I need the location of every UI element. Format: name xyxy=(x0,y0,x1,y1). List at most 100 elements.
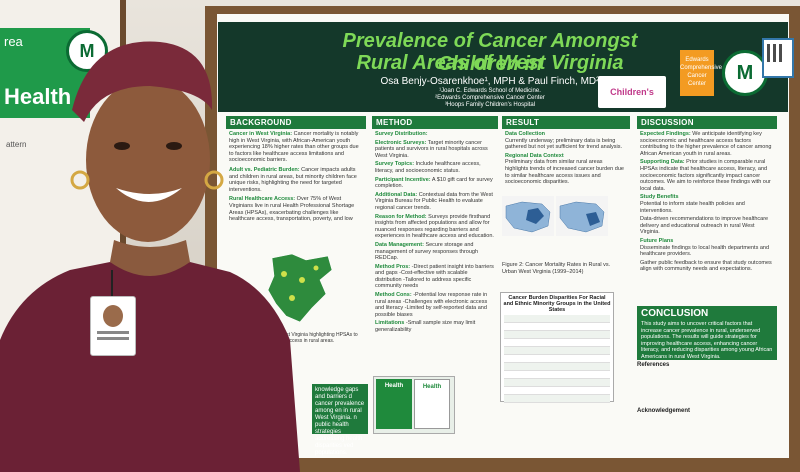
disc-text-3: Data-driven recommendations to improve h… xyxy=(640,216,769,236)
table-row xyxy=(504,331,610,339)
disc-lead-1: Supporting Data: xyxy=(640,159,685,166)
table-row xyxy=(504,315,610,323)
acknowledgement-heading: Acknowledgement xyxy=(637,408,691,414)
method-text-2: Include healthcare access, literacy, and… xyxy=(375,161,481,174)
presenter-eye-right xyxy=(166,142,182,150)
disc-text-4: Disseminate findings to local health dep… xyxy=(640,244,770,258)
method-text-3: A $10 gift card for survey completion. xyxy=(375,176,493,190)
health-image-b: Health xyxy=(414,379,450,429)
earring-left xyxy=(70,170,90,190)
health-image-a: Health xyxy=(376,379,412,429)
figure-caption: Figure 2: Cancer Mortality Rates in Rura… xyxy=(502,262,611,275)
result-lead-0: Data Collection xyxy=(505,131,546,137)
presenter-photo xyxy=(0,41,300,472)
affiliation-3: ³Hoops Family Children's Hospital xyxy=(444,102,536,108)
conclusion-text: This study aims to uncover critical fact… xyxy=(641,321,773,360)
background-heading: BACKGROUND xyxy=(226,116,366,129)
method-lead-7: Method Pros: xyxy=(375,263,411,270)
poster-title-line-2: Rural Areas of West Virginia xyxy=(356,52,624,74)
hpsa-marker xyxy=(289,295,295,301)
table-row xyxy=(504,347,610,355)
us-map-region xyxy=(526,208,544,224)
disc-text-2: Potential to inform state health policie… xyxy=(640,200,745,214)
us-map-region xyxy=(586,212,600,226)
method-text-1: Target minority cancer patients and surv… xyxy=(375,139,488,159)
left-poster-text: rea xyxy=(4,34,23,49)
discussion-heading: DISCUSSION xyxy=(637,116,777,129)
bg-text-3: Over 75% of West Virginians live in rura… xyxy=(229,196,355,223)
table-rows xyxy=(501,315,613,403)
badge-title-line xyxy=(97,337,129,340)
method-text-5: Surveys provide firsthand insights from … xyxy=(375,213,494,240)
method-lead-8: Method Cons: xyxy=(375,292,412,299)
method-lead-4: Additional Data: xyxy=(375,191,418,198)
table-row xyxy=(504,363,610,371)
table-row xyxy=(504,395,610,403)
method-text-6: Secure storage and management of survey … xyxy=(375,241,479,262)
bg-text-1: Cancer mortality is notably high in West… xyxy=(229,131,359,164)
disc-lead-2: Study Benefits xyxy=(640,194,679,201)
presenter-neck xyxy=(110,240,190,276)
table-row xyxy=(504,379,610,387)
disc-text-5: Gather public feedback to ensure that st… xyxy=(640,259,772,273)
hoops-childrens-logo: Children's xyxy=(598,76,666,108)
presenter-headwrap xyxy=(72,41,213,122)
urban-cancer-map xyxy=(556,196,608,236)
health-images: Health Health xyxy=(373,376,455,434)
earring-right xyxy=(204,170,224,190)
method-lead-1: Electronic Surveys: xyxy=(375,139,427,146)
presenter-dress xyxy=(0,262,300,472)
id-badge xyxy=(90,296,136,356)
bg-lead-3: Rural Healthcare Access: xyxy=(229,196,296,203)
poster-affiliations: ¹Joan C. Edwards School of Medicine. ²Ed… xyxy=(300,88,680,109)
method-section: METHOD Survey Distribution: Electronic S… xyxy=(372,116,498,336)
method-lead-9: Limitations xyxy=(375,320,405,327)
bg-lead-2: Adult vs. Pediatric Burden: xyxy=(229,166,300,173)
method-text-4: Contextual data from the West Virginia B… xyxy=(375,191,493,211)
presenter-smile xyxy=(116,188,182,202)
method-body: Survey Distribution: Electronic Surveys:… xyxy=(372,129,498,336)
disparities-table: Cancer Burden Disparities For Racial and… xyxy=(500,292,614,403)
disc-text-1: Prior studies in comparable rural HPSAs … xyxy=(640,159,771,192)
left-poster-big-text: Health xyxy=(4,84,72,109)
result-section: RESULT Data Collection Currently underway… xyxy=(502,116,630,188)
method-lead-2: Survey Topics: xyxy=(375,161,415,168)
left-poster-caption: attern xyxy=(6,140,27,149)
method-lead-6: Data Management: xyxy=(375,241,424,248)
presenter-eye-left xyxy=(114,142,130,150)
presenter-face xyxy=(86,78,210,242)
qr-code-pattern xyxy=(767,44,785,62)
disc-lead-0: Expected Findings: xyxy=(640,131,691,137)
table-row xyxy=(504,323,610,331)
table-row xyxy=(504,355,610,363)
rural-cancer-map xyxy=(502,196,554,236)
result-heading: RESULT xyxy=(502,116,630,129)
background-body: Cancer in West Virginia: Cancer mortalit… xyxy=(226,129,366,225)
poster-authors: Osa Benjy-Osarenkhoe¹, MPH & Paul Finch,… xyxy=(380,76,600,87)
poster-title-line-1: Prevalence of Cancer Amongst Children in xyxy=(342,30,638,75)
edwards-cancer-center-logo: Edwards Comprehensive Cancer Center xyxy=(680,50,722,96)
method-lead-5: Reason for Method: xyxy=(375,213,427,220)
affiliation-1: ¹Joan C. Edwards School of Medicine. xyxy=(439,88,541,94)
disc-text-0: We anticipate identifying key socioecono… xyxy=(640,131,772,157)
bg-text-2: Cancer impacts adults and children in ru… xyxy=(229,166,357,193)
references-section: References Acknowledgement xyxy=(637,362,777,414)
result-text-0: Currently underway; preliminary data is … xyxy=(505,137,622,151)
discussion-body: Expected Findings: We anticipate identif… xyxy=(637,129,777,275)
result-lead-1: Regional Data Context xyxy=(505,152,564,159)
conclusion-box: CONCLUSION This study aims to uncover cr… xyxy=(637,306,777,360)
map-caption: map of West Virginia highlighting HPSAs … xyxy=(262,332,358,344)
affiliation-2: ²Edwards Comprehensive Cancer Center xyxy=(435,95,545,101)
table-row xyxy=(504,339,610,347)
method-heading: METHOD xyxy=(372,116,498,129)
method-text-8: -Potential low response rate in rural ar… xyxy=(375,292,488,318)
references-heading: References xyxy=(637,362,670,368)
table-row xyxy=(504,387,610,395)
discussion-section: DISCUSSION Expected Findings: We anticip… xyxy=(637,116,777,275)
method-lead-0: Survey Distribution: xyxy=(375,131,428,137)
badge-name-line xyxy=(97,331,129,334)
hpsa-marker xyxy=(313,265,319,271)
table-title: Cancer Burden Disparities For Racial and… xyxy=(503,295,611,313)
table-row xyxy=(504,371,610,379)
bg-lead-1: Cancer in West Virginia: xyxy=(229,131,293,137)
